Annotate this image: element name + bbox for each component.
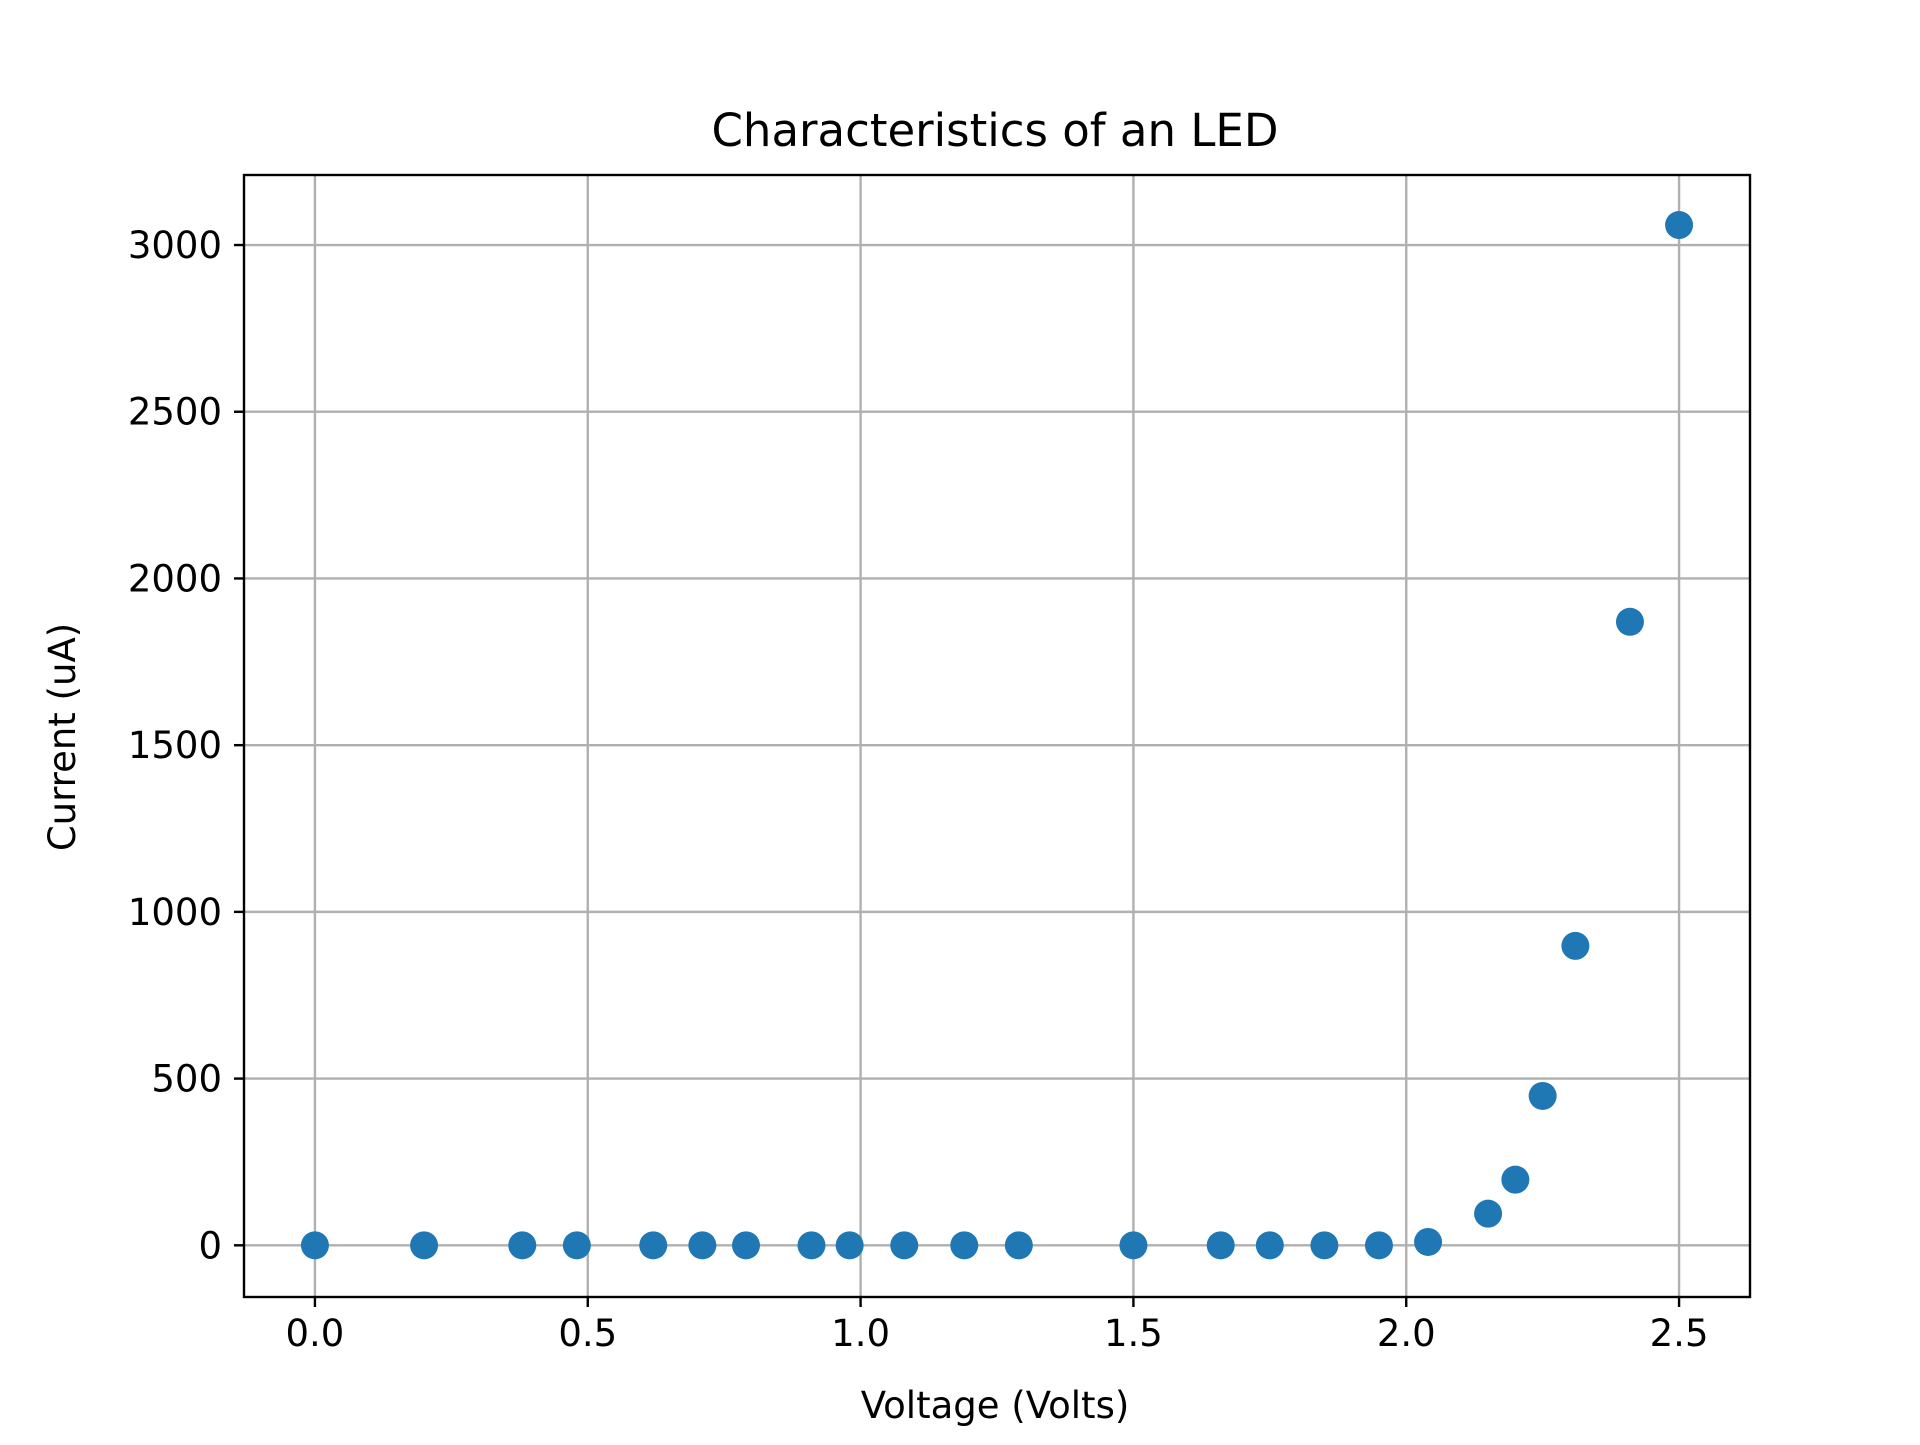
data-point [300, 1231, 329, 1260]
data-point [562, 1231, 591, 1260]
data-point [1528, 1081, 1557, 1110]
data-point [1561, 931, 1590, 960]
x-tick-label: 2.5 [1650, 1312, 1709, 1355]
y-axis-label: Current (uA) [41, 623, 84, 851]
y-tick-label: 1000 [128, 891, 222, 934]
plot-frame [242, 173, 1752, 1299]
y-tick-label: 2000 [128, 557, 222, 600]
data-point [890, 1231, 919, 1260]
x-axis-label: Voltage (Volts) [861, 1384, 1130, 1427]
y-tick-label: 3000 [128, 224, 222, 267]
data-point [688, 1231, 717, 1260]
data-point [1474, 1199, 1503, 1228]
x-tick-label: 0.0 [286, 1312, 345, 1355]
data-points [300, 211, 1694, 1260]
data-point [1501, 1165, 1530, 1194]
data-point [1615, 607, 1644, 636]
data-point [732, 1231, 760, 1260]
grid-lines [244, 175, 1750, 1297]
data-point [1310, 1231, 1339, 1260]
chart-title: Characteristics of an LED [712, 104, 1279, 157]
y-axis-ticks: 0 500 1000 1500 2000 2500 3000 [128, 224, 244, 1267]
y-tick-label: 1500 [128, 724, 222, 767]
x-axis-ticks: 0.0 0.5 1.0 1.5 2.0 2.5 [286, 1297, 1709, 1355]
data-point [1665, 211, 1694, 240]
data-point [797, 1231, 826, 1260]
data-point [1255, 1231, 1284, 1260]
x-tick-label: 1.5 [1104, 1312, 1163, 1355]
y-tick-label: 500 [151, 1058, 222, 1101]
x-tick-label: 2.0 [1377, 1312, 1436, 1355]
data-point [1364, 1231, 1393, 1260]
data-point [950, 1231, 979, 1260]
data-point [1206, 1231, 1235, 1260]
axes [242, 173, 1752, 1299]
data-point [1004, 1231, 1033, 1260]
data-point [508, 1231, 537, 1260]
y-tick-label: 0 [198, 1224, 222, 1267]
x-tick-label: 0.5 [558, 1312, 617, 1355]
data-point [1119, 1231, 1148, 1260]
data-point [410, 1231, 439, 1260]
y-tick-label: 2500 [128, 391, 222, 434]
data-point [639, 1231, 668, 1260]
x-tick-label: 1.0 [831, 1312, 890, 1355]
data-point [835, 1231, 864, 1260]
data-point [1414, 1227, 1443, 1256]
